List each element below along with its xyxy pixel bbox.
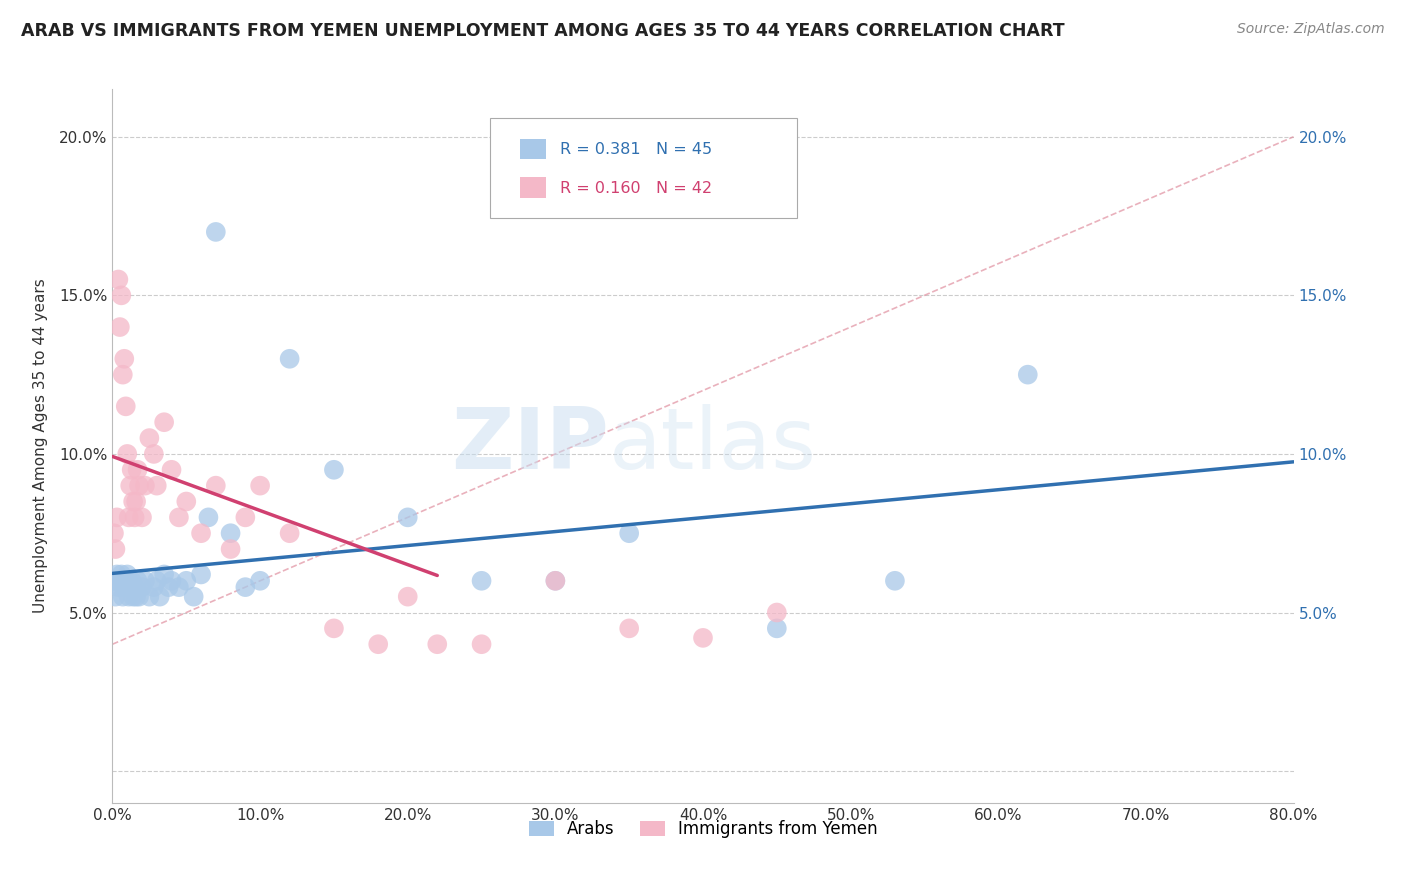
Text: R = 0.160   N = 42: R = 0.160 N = 42 bbox=[560, 181, 713, 195]
Point bbox=[884, 574, 907, 588]
Point bbox=[127, 574, 149, 588]
Point bbox=[142, 447, 165, 461]
Point bbox=[205, 478, 228, 492]
Point bbox=[105, 567, 128, 582]
Point bbox=[108, 574, 131, 588]
Point bbox=[367, 637, 389, 651]
FancyBboxPatch shape bbox=[520, 178, 546, 198]
Point bbox=[118, 510, 141, 524]
Point bbox=[160, 463, 183, 477]
Point bbox=[112, 351, 135, 366]
Point bbox=[131, 510, 153, 524]
Point bbox=[124, 510, 146, 524]
Point bbox=[470, 637, 494, 651]
Point bbox=[146, 478, 169, 492]
Text: atlas: atlas bbox=[609, 404, 817, 488]
Point bbox=[396, 510, 419, 524]
Point bbox=[167, 580, 190, 594]
Point bbox=[766, 621, 789, 635]
Point bbox=[149, 590, 172, 604]
Point bbox=[619, 526, 641, 541]
Point bbox=[249, 478, 271, 492]
Point bbox=[121, 463, 143, 477]
Point bbox=[122, 590, 145, 604]
Point bbox=[114, 400, 136, 414]
Point bbox=[396, 590, 419, 604]
Point bbox=[103, 574, 125, 588]
Point bbox=[1017, 368, 1039, 382]
Point bbox=[125, 590, 148, 604]
Point bbox=[233, 510, 256, 524]
Point bbox=[323, 463, 346, 477]
Point bbox=[128, 590, 150, 604]
Point bbox=[219, 526, 242, 541]
Point bbox=[142, 580, 165, 594]
Point bbox=[146, 574, 169, 588]
Point bbox=[167, 510, 190, 524]
Point bbox=[110, 567, 132, 582]
Point bbox=[426, 637, 449, 651]
Point bbox=[110, 288, 132, 302]
Point bbox=[128, 478, 150, 492]
Point bbox=[278, 351, 301, 366]
Point bbox=[766, 606, 789, 620]
Point bbox=[121, 574, 143, 588]
Point bbox=[124, 580, 146, 594]
Point bbox=[249, 574, 271, 588]
FancyBboxPatch shape bbox=[491, 118, 797, 218]
Point bbox=[138, 431, 160, 445]
Point bbox=[470, 574, 494, 588]
FancyBboxPatch shape bbox=[520, 139, 546, 159]
Point bbox=[134, 478, 156, 492]
Point bbox=[153, 567, 176, 582]
Point bbox=[183, 590, 205, 604]
Point bbox=[174, 574, 197, 588]
Text: R = 0.381   N = 45: R = 0.381 N = 45 bbox=[560, 142, 713, 157]
Point bbox=[205, 225, 228, 239]
Point bbox=[118, 590, 141, 604]
Point bbox=[107, 272, 129, 286]
Point bbox=[127, 463, 149, 477]
Point bbox=[120, 580, 142, 594]
Point bbox=[160, 574, 183, 588]
Point bbox=[544, 574, 567, 588]
Point bbox=[117, 447, 138, 461]
Point bbox=[117, 567, 138, 582]
Legend: Arabs, Immigrants from Yemen: Arabs, Immigrants from Yemen bbox=[522, 814, 884, 845]
Point bbox=[157, 580, 180, 594]
Point bbox=[111, 590, 134, 604]
Point bbox=[107, 580, 129, 594]
Point bbox=[104, 542, 127, 557]
Point bbox=[104, 590, 127, 604]
Point bbox=[138, 590, 160, 604]
Point bbox=[692, 631, 714, 645]
Text: ZIP: ZIP bbox=[451, 404, 609, 488]
Point bbox=[125, 494, 148, 508]
Point bbox=[105, 510, 128, 524]
Point bbox=[190, 567, 212, 582]
Y-axis label: Unemployment Among Ages 35 to 44 years: Unemployment Among Ages 35 to 44 years bbox=[34, 278, 48, 614]
Point bbox=[174, 494, 197, 508]
Point bbox=[108, 320, 131, 334]
Point bbox=[323, 621, 346, 635]
Point bbox=[134, 574, 156, 588]
Text: ARAB VS IMMIGRANTS FROM YEMEN UNEMPLOYMENT AMONG AGES 35 TO 44 YEARS CORRELATION: ARAB VS IMMIGRANTS FROM YEMEN UNEMPLOYME… bbox=[21, 22, 1064, 40]
Point bbox=[278, 526, 301, 541]
Point bbox=[233, 580, 256, 594]
Point bbox=[112, 580, 135, 594]
Point bbox=[197, 510, 219, 524]
Point bbox=[103, 526, 125, 541]
Point bbox=[619, 621, 641, 635]
Point bbox=[111, 368, 134, 382]
Point bbox=[153, 415, 176, 429]
Point bbox=[190, 526, 212, 541]
Point bbox=[219, 542, 242, 557]
Text: Source: ZipAtlas.com: Source: ZipAtlas.com bbox=[1237, 22, 1385, 37]
Point bbox=[544, 574, 567, 588]
Point bbox=[120, 478, 142, 492]
Point bbox=[131, 580, 153, 594]
Point bbox=[122, 494, 145, 508]
Point bbox=[114, 574, 136, 588]
